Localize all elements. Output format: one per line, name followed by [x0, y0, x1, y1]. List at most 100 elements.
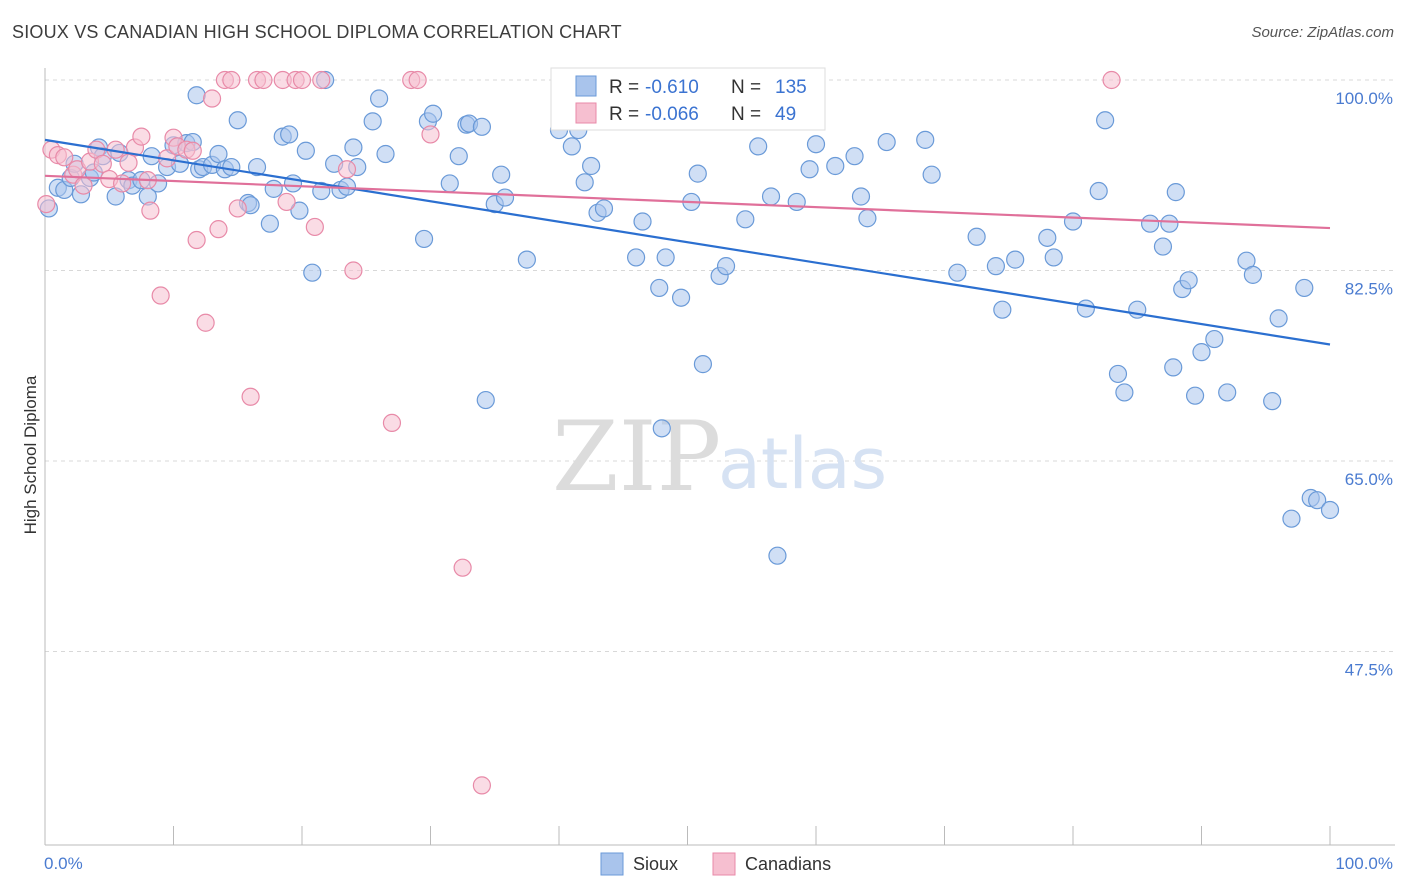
point-sioux-52 — [414, 229, 434, 249]
point-sioux-66 — [562, 137, 581, 156]
point-sioux-111 — [1140, 214, 1160, 233]
legend-n-label-canadians: N = — [731, 104, 761, 125]
x-tick-label-max: 100.0% — [1335, 854, 1393, 873]
point-sioux-120 — [1205, 329, 1224, 349]
point-canadians-30 — [228, 199, 247, 218]
point-sioux-130 — [1320, 500, 1340, 520]
watermark: ZIP atlas — [552, 401, 887, 513]
gridlines — [45, 79, 1395, 652]
chart-title: SIOUX VS CANADIAN HIGH SCHOOL DIPLOMA CO… — [12, 22, 622, 42]
point-sioux-127 — [1295, 278, 1314, 298]
point-sioux-126 — [1282, 509, 1301, 528]
point-canadians-26 — [202, 89, 222, 108]
point-sioux-27 — [209, 144, 228, 164]
point-canadians-18 — [151, 286, 170, 305]
point-canadians-24 — [187, 230, 206, 250]
bottom-legend-label-sioux: Sioux — [633, 854, 678, 874]
point-sioux-37 — [280, 125, 299, 144]
point-sioux-107 — [1096, 111, 1115, 130]
bottom-legend-swatch-canadians — [712, 852, 736, 876]
point-canadians-35 — [277, 192, 296, 212]
point-canadians-29 — [222, 70, 241, 90]
point-sioux-49 — [363, 112, 382, 131]
point-sioux-56 — [449, 147, 468, 166]
point-sioux-89 — [806, 135, 826, 154]
point-sioux-123 — [1243, 265, 1263, 284]
y-tick-label-1: 82.5% — [1345, 280, 1393, 299]
point-sioux-106 — [1089, 181, 1108, 201]
y-tick-labels: 100.0% 82.5% 65.0% 47.5% — [1335, 89, 1393, 680]
point-canadians-33 — [254, 70, 273, 90]
point-sioux-87 — [787, 192, 806, 212]
point-sioux-118 — [1185, 386, 1205, 405]
point-sioux-76 — [656, 248, 675, 267]
point-sioux-73 — [633, 212, 652, 231]
scatter-points — [37, 70, 1340, 795]
point-sioux-82 — [716, 257, 736, 276]
point-sioux-50 — [370, 89, 389, 108]
point-sioux-96 — [922, 165, 941, 184]
point-sioux-62 — [492, 165, 511, 184]
point-canadians-37 — [292, 70, 312, 90]
point-canadians-42 — [382, 413, 402, 432]
point-canadians-45 — [421, 125, 440, 144]
point-sioux-75 — [652, 419, 671, 438]
watermark-atlas: atlas — [718, 423, 887, 505]
point-sioux-90 — [826, 156, 845, 176]
point-sioux-112 — [1153, 237, 1173, 256]
legend-r-value-canadians: -0.066 — [645, 104, 699, 125]
point-sioux-101 — [1006, 250, 1025, 269]
point-canadians-6 — [74, 176, 93, 195]
legend-box — [550, 67, 826, 131]
legend-swatch-sioux — [575, 75, 597, 97]
point-sioux-125 — [1269, 309, 1288, 328]
point-sioux-72 — [626, 248, 646, 267]
point-sioux-34 — [260, 214, 279, 233]
point-sioux-64 — [517, 250, 536, 269]
point-sioux-84 — [749, 137, 768, 156]
point-sioux-86 — [768, 546, 787, 565]
point-sioux-94 — [877, 132, 896, 152]
point-sioux-121 — [1218, 383, 1237, 402]
point-canadians-17 — [141, 201, 160, 220]
point-sioux-93 — [858, 209, 877, 228]
point-canadians-39 — [312, 70, 331, 90]
point-sioux-41 — [303, 263, 322, 282]
point-sioux-71 — [594, 199, 614, 218]
point-sioux-59 — [472, 117, 491, 136]
point-canadians-47 — [472, 776, 491, 795]
point-sioux-92 — [851, 187, 871, 206]
point-sioux-114 — [1164, 358, 1183, 377]
point-canadians-3 — [55, 148, 74, 167]
point-sioux-80 — [693, 355, 713, 374]
bottom-legend-label-canadians: Canadians — [745, 854, 831, 874]
point-sioux-102 — [1038, 228, 1057, 247]
point-sioux-51 — [376, 144, 395, 164]
point-canadians-12 — [112, 174, 132, 193]
point-sioux-33 — [247, 157, 267, 177]
point-sioux-115 — [1166, 183, 1185, 202]
point-canadians-9 — [93, 154, 112, 173]
point-sioux-113 — [1160, 214, 1179, 233]
series-legend: Sioux Canadians — [600, 852, 831, 876]
point-sioux-108 — [1108, 364, 1128, 384]
point-sioux-77 — [671, 288, 691, 307]
trend-line-sioux — [44, 138, 1331, 346]
y-tick-label-2: 65.0% — [1345, 470, 1393, 489]
point-canadians-13 — [119, 153, 138, 172]
y-tick-label-0: 100.0% — [1335, 89, 1393, 108]
y-tick-label-3: 47.5% — [1345, 661, 1393, 680]
legend-n-value-canadians: 49 — [775, 104, 796, 125]
point-canadians-31 — [241, 387, 260, 406]
point-canadians-44 — [408, 70, 427, 90]
point-canadians-25 — [196, 313, 215, 332]
point-sioux-105 — [1076, 299, 1095, 318]
point-canadians-48 — [1102, 70, 1121, 90]
point-canadians-46 — [453, 558, 472, 577]
legend-n-label-sioux: N = — [731, 77, 761, 98]
point-sioux-79 — [688, 164, 707, 183]
point-canadians-40 — [337, 160, 357, 179]
point-sioux-117 — [1179, 271, 1198, 290]
legend-r-value-sioux: -0.610 — [645, 77, 699, 98]
legend-r-label-canadians: R = — [609, 104, 639, 125]
